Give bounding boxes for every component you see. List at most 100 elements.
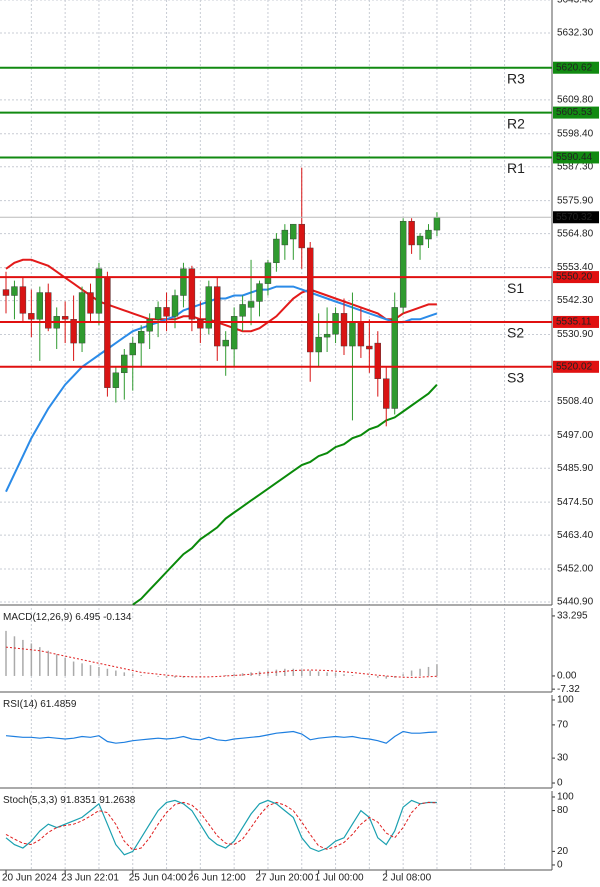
candle-body: [19, 286, 27, 314]
y-tick-label: 5553.40: [557, 262, 594, 273]
level-tag: [553, 271, 599, 284]
y-tick-label: 0.00: [557, 671, 577, 682]
candle-body: [28, 313, 35, 320]
y-tick-label: 5508.40: [557, 396, 594, 407]
level-name: R3: [507, 70, 525, 86]
indicator-line: [5, 799, 437, 856]
y-tick-label: -7.32: [557, 684, 580, 695]
level-name: S2: [507, 325, 524, 341]
moving-average: [5, 258, 437, 333]
candle-body: [290, 223, 297, 240]
candle-body: [78, 292, 86, 344]
candle-body: [11, 286, 18, 296]
y-tick-label: 5643.40: [557, 0, 594, 6]
indicator-value: 61.4859: [40, 699, 77, 710]
y-tick-label: 5530.90: [557, 329, 594, 340]
candle-body: [383, 378, 390, 409]
candle-body: [205, 286, 213, 329]
y-tick-label: 5452.00: [557, 564, 594, 575]
candle-body: [340, 313, 348, 347]
candle-body: [87, 292, 94, 314]
indicator-title: RSI(14) 61.4859: [3, 699, 77, 710]
y-tick-label: 100: [557, 695, 574, 706]
candle-body: [146, 319, 153, 332]
candle-body: [129, 342, 136, 356]
candle-body: [222, 339, 229, 347]
y-tick-label: 5542.30: [557, 295, 594, 306]
candle-body: [332, 313, 339, 335]
candle-body: [357, 322, 365, 347]
candle-body: [104, 277, 111, 388]
candle-body: [214, 286, 221, 347]
candle-body: [163, 307, 170, 317]
candle-body: [112, 372, 120, 388]
indicator-value: -0.134: [103, 612, 132, 623]
y-tick-label: 5564.80: [557, 228, 594, 239]
x-tick-label: 1 Jul 00:00: [315, 873, 364, 884]
y-tick-label: 70: [557, 720, 569, 731]
price-tag: [553, 211, 599, 224]
level-name: R2: [507, 115, 525, 131]
level-name: R1: [507, 160, 525, 176]
indicator-title: Stoch(5,3,3) 91.8351 91.2638: [3, 795, 136, 806]
candle-body: [70, 319, 77, 344]
x-tick-label: 26 Jun 12:00: [188, 873, 246, 884]
indicator-value: MACD(12,26,9): [3, 612, 72, 623]
level-value: 5605.53: [556, 107, 593, 118]
candle-body: [366, 345, 373, 350]
candle-body: [374, 342, 381, 379]
level-tag: [553, 315, 599, 328]
candle-body: [408, 220, 415, 246]
candle-body: [188, 268, 196, 320]
y-tick-label: 0: [557, 860, 563, 871]
x-tick-label: 23 Jun 22:01: [61, 873, 119, 884]
y-tick-label: 0: [557, 778, 563, 789]
candle-body: [307, 247, 314, 353]
candle-body: [281, 229, 289, 246]
y-tick-label: 5609.80: [557, 95, 594, 106]
y-tick-label: 30: [557, 753, 569, 764]
candle-body: [256, 283, 263, 302]
candle-body: [197, 319, 204, 329]
candle-body: [425, 229, 432, 240]
candle-body: [171, 295, 179, 317]
x-tick-label: 2 Jul 08:00: [382, 873, 431, 884]
candle-body: [180, 268, 187, 296]
level-name: S1: [507, 280, 524, 296]
candle-body: [391, 307, 398, 409]
y-tick-label: 80: [557, 805, 569, 816]
level-tag: [553, 106, 599, 119]
candle-body: [298, 223, 305, 249]
candle-body: [273, 238, 280, 264]
candle-body: [121, 354, 128, 374]
x-tick-label: 27 Jun 20:00: [256, 873, 314, 884]
y-tick-label: 33.295: [557, 611, 588, 622]
indicator-value: 6.495: [75, 612, 100, 623]
candle-body: [433, 217, 441, 231]
y-tick-label: 100: [557, 792, 574, 803]
x-tick-label: 25 Jun 04:00: [129, 873, 187, 884]
indicator-line: [5, 730, 437, 744]
candle-body: [349, 322, 356, 347]
candle-body: [137, 330, 145, 344]
candle-body: [230, 316, 238, 350]
y-tick-label: 5598.40: [557, 128, 594, 139]
candle-body: [61, 316, 69, 320]
y-tick-label: 5440.90: [557, 597, 594, 608]
candle-body: [45, 292, 52, 329]
level-value: 5590.44: [556, 152, 593, 163]
level-value: 5620.62: [556, 62, 593, 73]
level-tag: [553, 151, 599, 164]
candle-body: [315, 336, 322, 353]
y-tick-label: 5463.40: [557, 530, 594, 541]
candle-body: [416, 235, 424, 246]
level-value: 5520.02: [556, 361, 593, 372]
indicator-line: [5, 801, 437, 851]
y-tick-label: 5575.90: [557, 195, 594, 206]
indicator-value: RSI(14): [3, 699, 37, 710]
candle-body: [239, 304, 246, 317]
level-tag: [553, 360, 599, 373]
candle-body: [2, 289, 10, 296]
indicator-value: 91.8351: [60, 795, 97, 806]
